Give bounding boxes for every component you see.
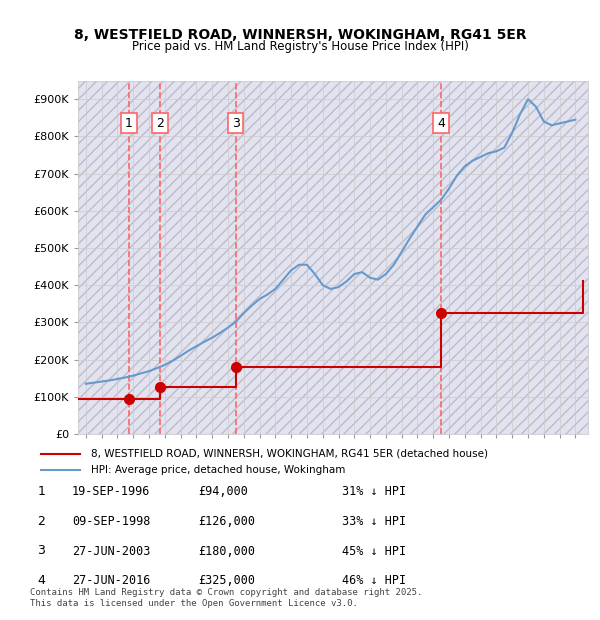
Text: 31% ↓ HPI: 31% ↓ HPI xyxy=(342,485,406,498)
Text: £126,000: £126,000 xyxy=(198,515,255,528)
Text: £180,000: £180,000 xyxy=(198,545,255,557)
Text: 2: 2 xyxy=(37,515,46,528)
Text: 3: 3 xyxy=(37,544,46,557)
Text: 46% ↓ HPI: 46% ↓ HPI xyxy=(342,575,406,587)
FancyBboxPatch shape xyxy=(24,475,59,508)
Text: 27-JUN-2003: 27-JUN-2003 xyxy=(72,545,151,557)
Text: 2: 2 xyxy=(156,117,164,130)
Text: 45% ↓ HPI: 45% ↓ HPI xyxy=(342,545,406,557)
FancyBboxPatch shape xyxy=(0,432,600,492)
Text: 33% ↓ HPI: 33% ↓ HPI xyxy=(342,515,406,528)
Text: 27-JUN-2016: 27-JUN-2016 xyxy=(72,575,151,587)
Text: 8, WESTFIELD ROAD, WINNERSH, WOKINGHAM, RG41 5ER: 8, WESTFIELD ROAD, WINNERSH, WOKINGHAM, … xyxy=(74,28,526,42)
Text: 1: 1 xyxy=(37,485,46,498)
Text: 1: 1 xyxy=(125,117,133,130)
Text: 4: 4 xyxy=(437,117,445,130)
FancyBboxPatch shape xyxy=(24,534,59,567)
Text: HPI: Average price, detached house, Wokingham: HPI: Average price, detached house, Woki… xyxy=(91,465,345,475)
Text: 09-SEP-1998: 09-SEP-1998 xyxy=(72,515,151,528)
Text: 4: 4 xyxy=(37,574,46,587)
Text: £325,000: £325,000 xyxy=(198,575,255,587)
FancyBboxPatch shape xyxy=(0,0,600,540)
FancyBboxPatch shape xyxy=(24,505,59,538)
Text: 8, WESTFIELD ROAD, WINNERSH, WOKINGHAM, RG41 5ER (detached house): 8, WESTFIELD ROAD, WINNERSH, WOKINGHAM, … xyxy=(91,449,488,459)
Text: 3: 3 xyxy=(232,117,239,130)
Text: Contains HM Land Registry data © Crown copyright and database right 2025.
This d: Contains HM Land Registry data © Crown c… xyxy=(30,588,422,608)
Text: 19-SEP-1996: 19-SEP-1996 xyxy=(72,485,151,498)
FancyBboxPatch shape xyxy=(24,564,59,597)
Text: £94,000: £94,000 xyxy=(198,485,248,498)
Text: Price paid vs. HM Land Registry's House Price Index (HPI): Price paid vs. HM Land Registry's House … xyxy=(131,40,469,53)
